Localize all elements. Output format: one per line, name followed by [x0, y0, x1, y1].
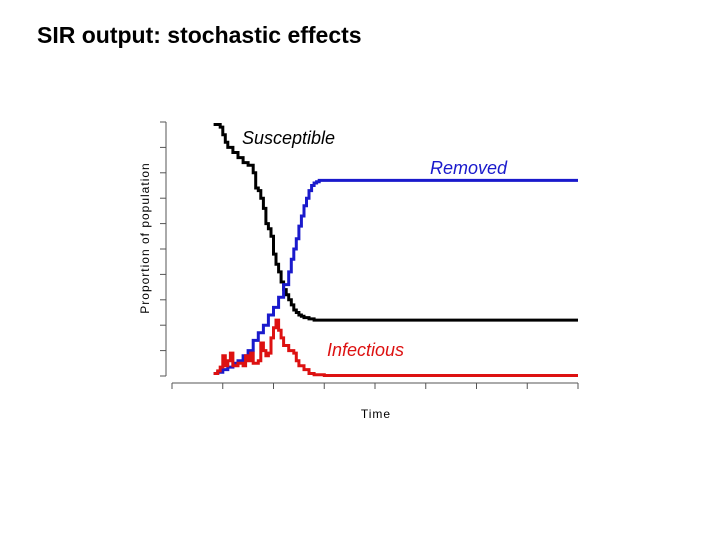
x-axis-label: Time	[361, 407, 391, 421]
chart-labels: Proportion of population Time Susceptibl…	[138, 128, 508, 421]
y-axis-label: Proportion of population	[138, 162, 152, 313]
series-label-susceptible: Susceptible	[242, 128, 335, 148]
series-label-infectious: Infectious	[327, 340, 404, 360]
slide-title: SIR output: stochastic effects	[37, 22, 362, 48]
series-line-infectious	[213, 318, 578, 377]
chart-series	[213, 123, 578, 377]
series-label-removed: Removed	[430, 158, 508, 178]
series-line-susceptible	[213, 123, 578, 322]
chart-axes	[160, 121, 579, 389]
